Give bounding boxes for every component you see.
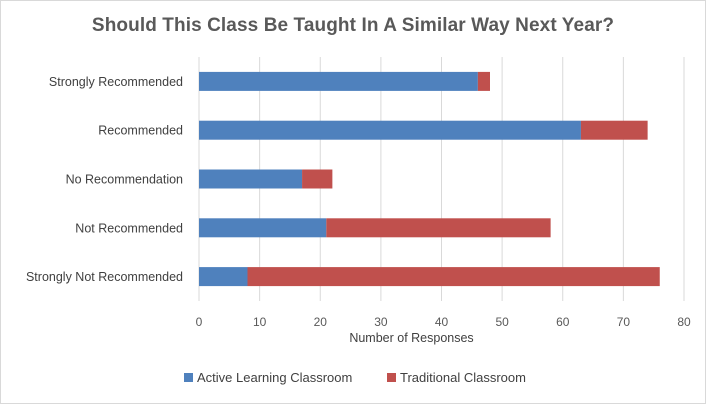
chart-title: Should This Class Be Taught In A Similar… <box>91 15 615 36</box>
legend-swatch-1 <box>387 373 396 382</box>
category-label-3: Not Recommended <box>75 221 183 235</box>
x-tick-label-20: 20 <box>314 315 328 329</box>
category-label-2: No Recommendation <box>66 173 183 187</box>
bar-traditional-3 <box>326 218 551 238</box>
x-tick-label-10: 10 <box>253 315 267 329</box>
bar-active-learning-3 <box>199 218 327 238</box>
bar-traditional-2 <box>302 169 333 189</box>
legend: Active Learning Classroom Traditional Cla… <box>184 370 526 385</box>
legend-label-1: Traditional Classroom <box>400 370 526 385</box>
x-axis-title: Number of Responses <box>349 331 473 345</box>
x-tick-labels: 0 10 20 30 40 50 60 70 80 <box>196 315 691 329</box>
x-tick-label-30: 30 <box>374 315 388 329</box>
category-label-0: Strongly Recommended <box>49 75 183 89</box>
category-label-4: Strongly Not Recommended <box>26 270 183 284</box>
category-label-1: Recommended <box>98 124 183 138</box>
bars <box>199 71 660 287</box>
legend-swatch-0 <box>184 373 193 382</box>
bar-active-learning-4 <box>199 267 248 287</box>
category-labels: Strongly Recommended Recommended No Recomm… <box>26 75 183 284</box>
x-tick-label-80: 80 <box>677 315 691 329</box>
x-tick-label-50: 50 <box>495 315 509 329</box>
x-tick-label-40: 40 <box>435 315 449 329</box>
bar-traditional-0 <box>477 71 490 91</box>
x-tick-label-60: 60 <box>556 315 570 329</box>
x-tick-label-70: 70 <box>617 315 631 329</box>
bar-active-learning-0 <box>199 71 478 91</box>
bar-traditional-4 <box>247 267 660 287</box>
bar-traditional-1 <box>580 120 648 140</box>
legend-label-0: Active Learning Classroom <box>197 370 352 385</box>
bar-active-learning-1 <box>199 120 581 140</box>
x-tick-label-0: 0 <box>196 315 203 329</box>
bar-active-learning-2 <box>199 169 303 189</box>
